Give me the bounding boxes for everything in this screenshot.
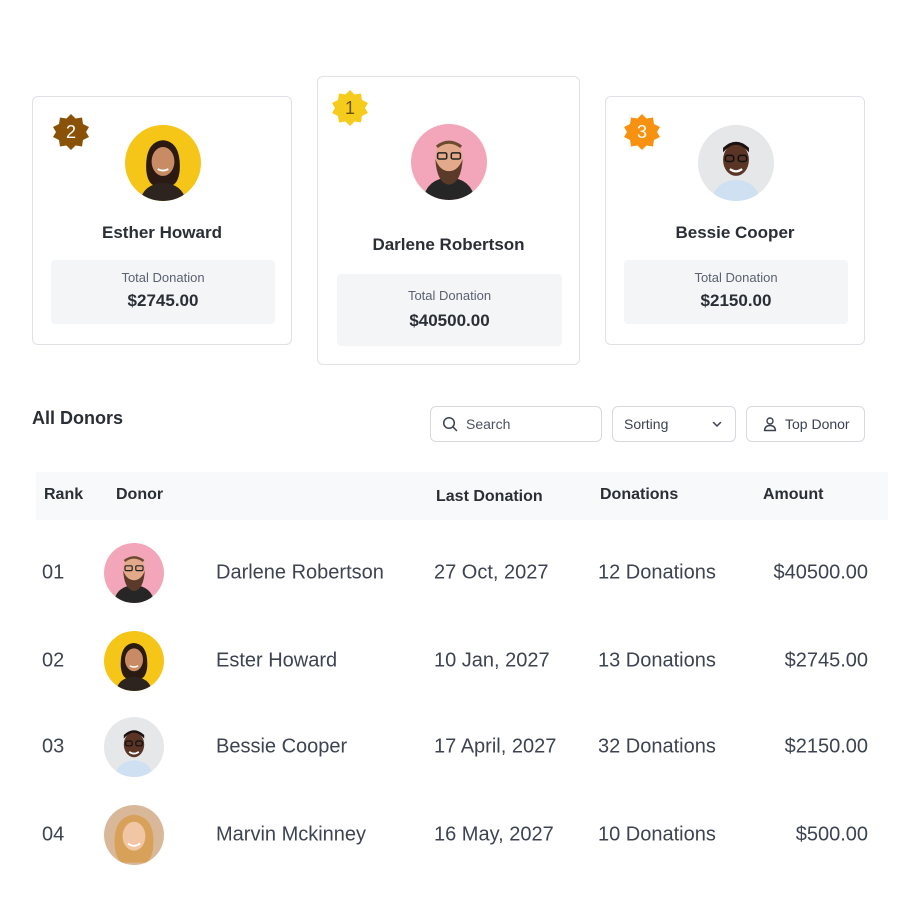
table-row[interactable]: 04 Marvin Mckinney 16 May, 2027 10 Donat… — [0, 795, 922, 875]
row-donations: 13 Donations — [598, 649, 716, 672]
total-donation-box: Total Donation $2745.00 — [51, 260, 275, 324]
header-last-donation: Last Donation — [436, 488, 543, 505]
donor-card-bessie-cooper[interactable]: 3 Bessie Cooper Total Donation $2150.00 — [605, 96, 865, 345]
rank-badge: 2 — [51, 112, 91, 152]
chevron-down-icon — [712, 421, 722, 427]
table-row[interactable]: 02 Ester Howard 10 Jan, 2027 13 Donation… — [0, 621, 922, 701]
table-header: Rank Donor Last Donation Donations Amoun… — [36, 472, 888, 520]
row-last-donation: 17 April, 2027 — [434, 735, 557, 758]
row-donor-name: Darlene Robertson — [216, 561, 384, 584]
header-amount: Amount — [763, 486, 824, 503]
avatar — [104, 805, 164, 865]
header-donor: Donor — [116, 486, 164, 503]
row-amount: $2745.00 — [784, 649, 868, 672]
row-last-donation: 27 Oct, 2027 — [434, 561, 549, 584]
rank-badge: 3 — [622, 112, 662, 152]
donor-name: Darlene Robertson — [372, 235, 525, 254]
sorting-label: Sorting — [624, 416, 669, 432]
header-donations: Donations — [600, 486, 679, 503]
row-amount: $40500.00 — [773, 561, 868, 584]
row-last-donation: 10 Jan, 2027 — [434, 649, 550, 672]
search-input[interactable]: Search — [430, 406, 602, 442]
total-donation-value: $2150.00 — [700, 291, 772, 310]
rank-number: 2 — [65, 122, 76, 142]
table-row[interactable]: 03 Bessie Cooper 17 April, 2027 32 Donat… — [0, 707, 922, 787]
rank-badge: 1 — [330, 88, 370, 128]
row-donor-name: Ester Howard — [216, 649, 338, 672]
total-donation-box: Total Donation $40500.00 — [337, 274, 562, 346]
row-donor-name: Marvin Mckinney — [216, 823, 367, 846]
donor-name: Esther Howard — [102, 223, 222, 242]
avatar — [104, 631, 164, 691]
row-rank: 03 — [42, 735, 65, 758]
total-donation-value: $40500.00 — [409, 311, 490, 330]
rank-number: 1 — [344, 98, 355, 118]
avatar — [104, 717, 164, 777]
section-title: All Donors — [32, 408, 124, 428]
top-donor-button[interactable]: Top Donor — [746, 406, 865, 442]
avatar — [125, 125, 201, 201]
total-donation-label: Total Donation — [407, 288, 492, 303]
row-amount: $2150.00 — [784, 735, 868, 758]
total-donation-box: Total Donation $2150.00 — [624, 260, 848, 324]
total-donation-label: Total Donation — [121, 270, 205, 285]
avatar — [698, 125, 774, 201]
row-donor-name: Bessie Cooper — [216, 735, 348, 758]
donor-name: Bessie Cooper — [675, 223, 795, 242]
donor-card-darlene-robertson[interactable]: 1 Darlene Robertson Total Donation $4050… — [317, 76, 580, 365]
avatar — [411, 124, 487, 200]
row-donations: 12 Donations — [598, 561, 716, 584]
avatar — [104, 543, 164, 603]
row-rank: 04 — [42, 823, 65, 846]
rank-number: 3 — [636, 122, 647, 142]
row-amount: $500.00 — [795, 823, 868, 846]
top-donor-label: Top Donor — [785, 416, 850, 432]
sorting-dropdown[interactable]: Sorting — [612, 406, 736, 442]
row-donations: 10 Donations — [598, 823, 716, 846]
row-last-donation: 16 May, 2027 — [434, 823, 554, 846]
row-donations: 32 Donations — [598, 735, 716, 758]
table-row[interactable]: 01 Darlene Robertson 27 Oct, 2027 12 Don… — [0, 533, 922, 613]
search-placeholder: Search — [466, 416, 511, 432]
total-donation-value: $2745.00 — [127, 291, 199, 310]
row-rank: 01 — [42, 561, 65, 584]
donor-card-esther-howard[interactable]: 2 Esther Howard Total Donation $2745.00 — [32, 96, 292, 345]
row-rank: 02 — [42, 649, 65, 672]
header-rank: Rank — [44, 486, 84, 503]
user-icon — [763, 417, 777, 432]
total-donation-label: Total Donation — [694, 270, 778, 285]
search-icon — [442, 416, 458, 432]
